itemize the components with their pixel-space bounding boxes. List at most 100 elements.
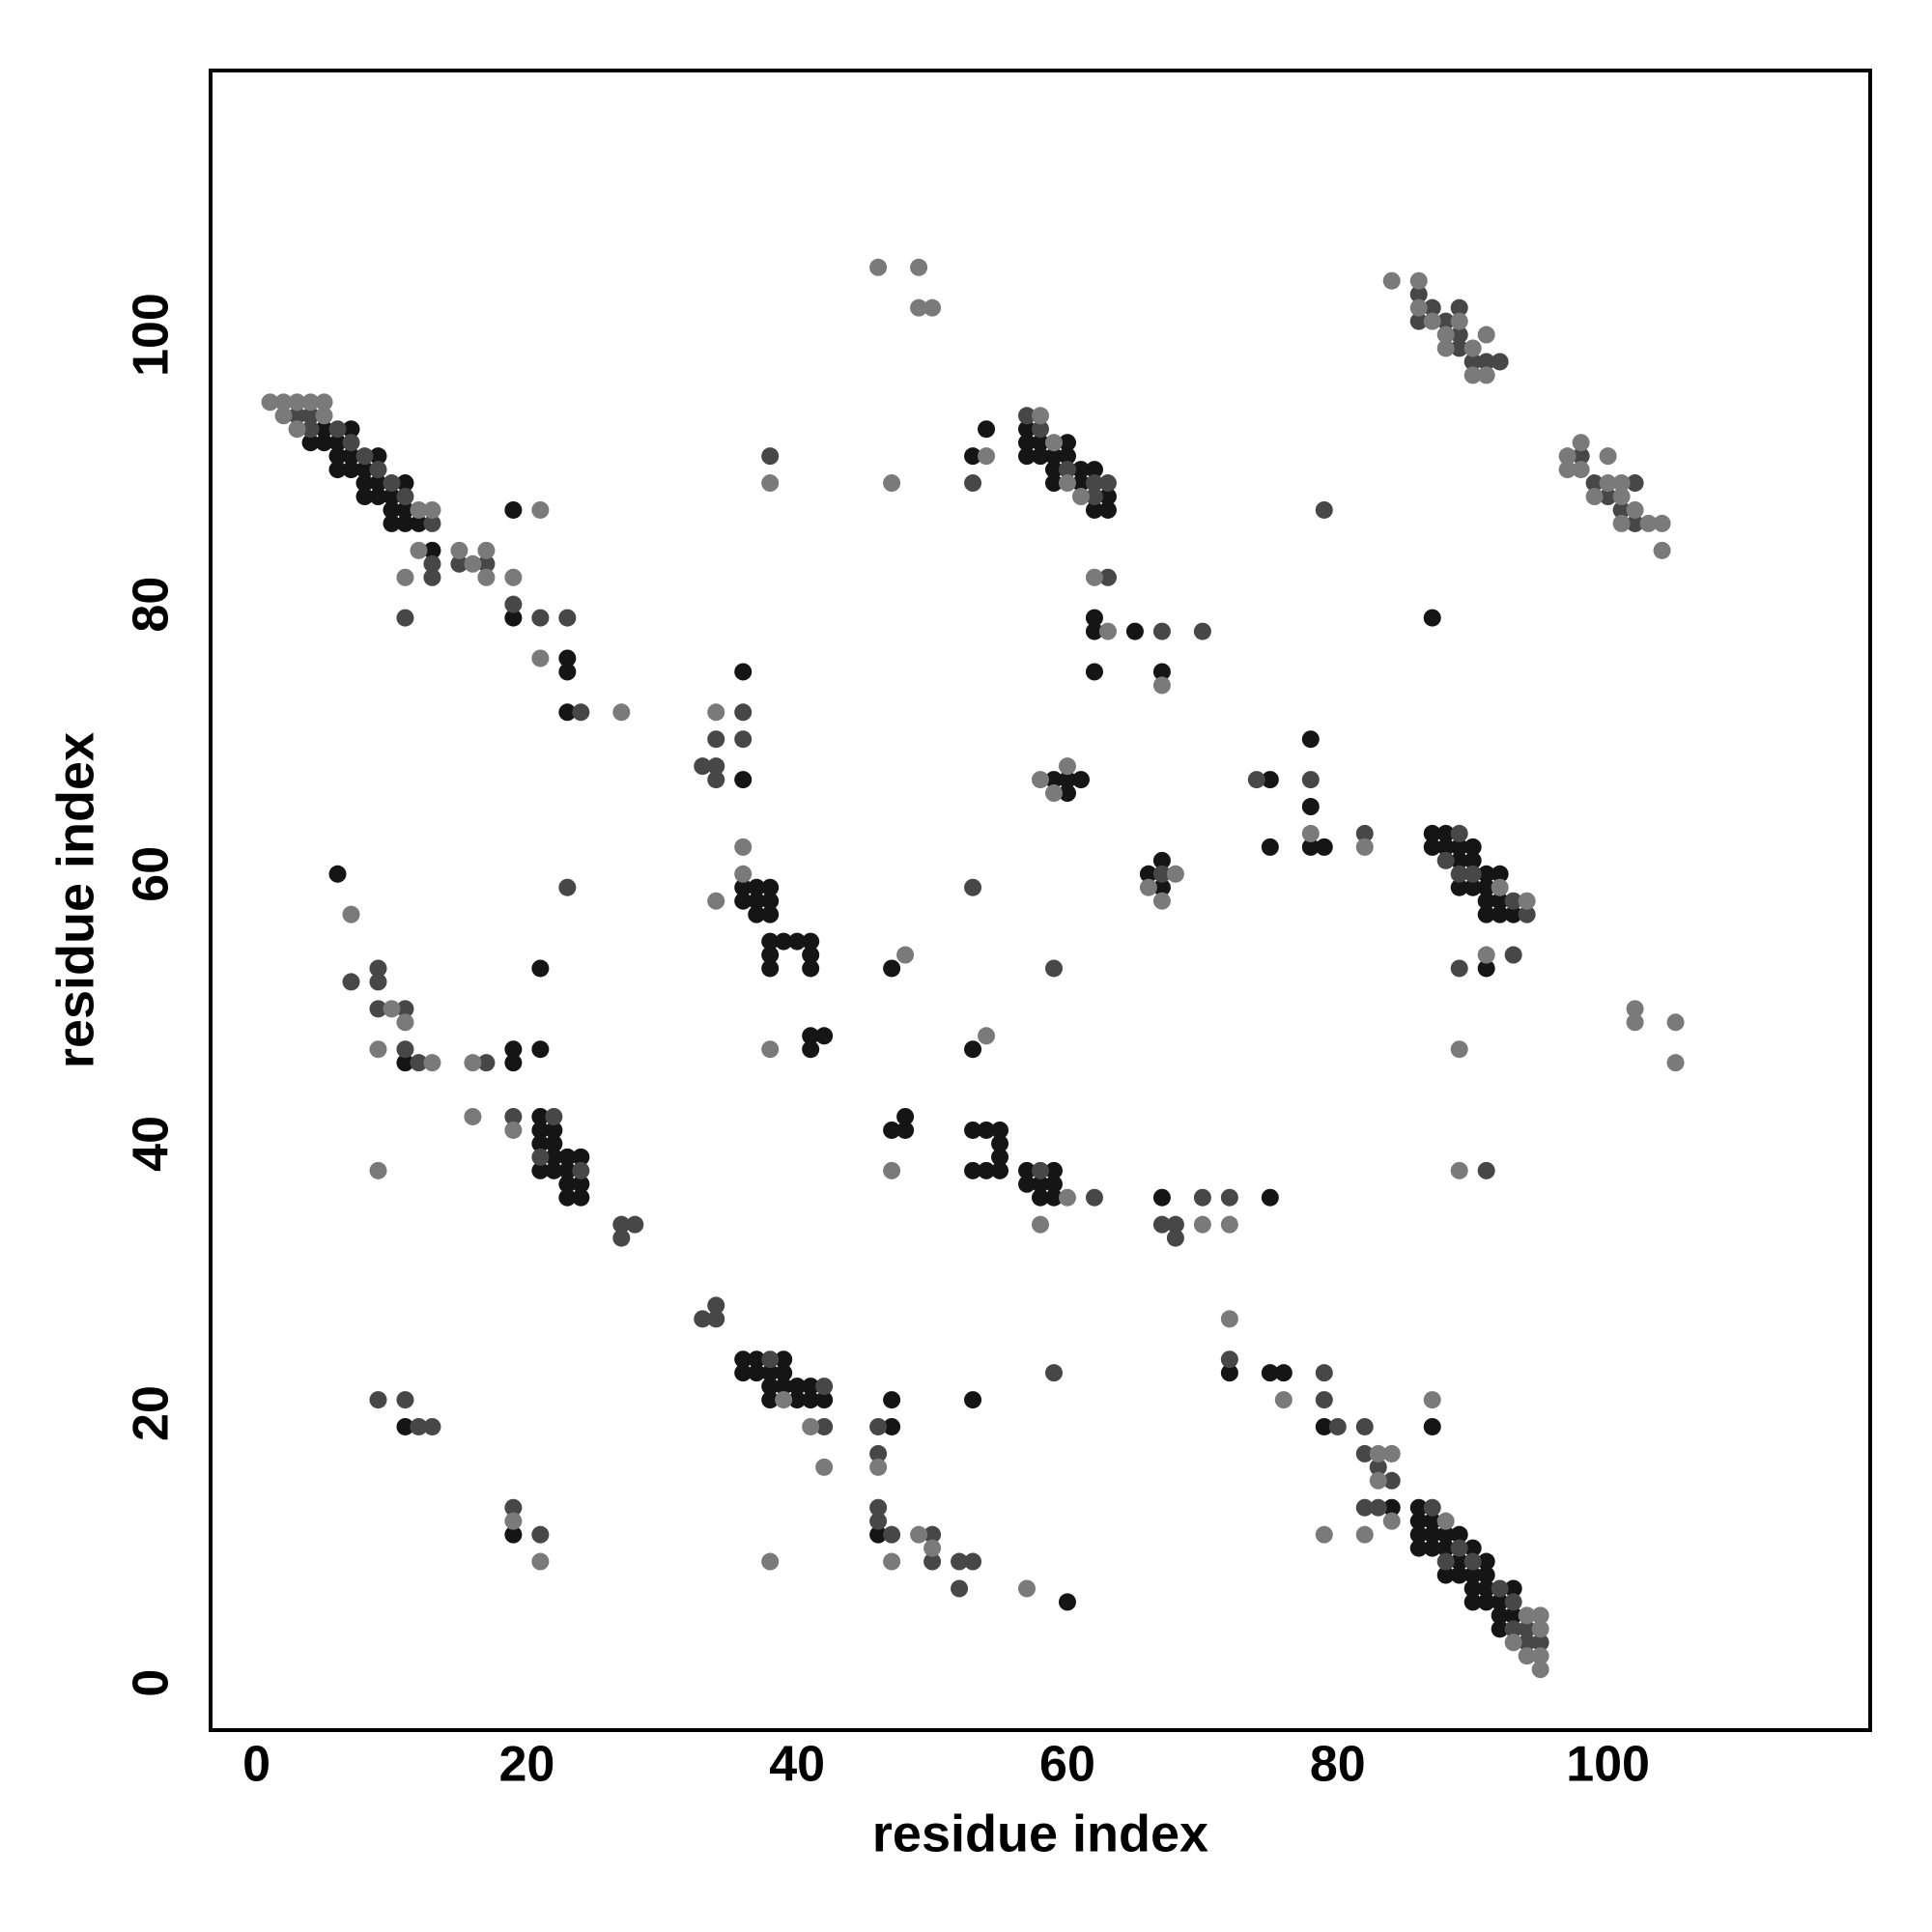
point — [1477, 1593, 1495, 1611]
point — [1274, 1364, 1293, 1382]
point — [1423, 1525, 1441, 1544]
point — [1382, 1512, 1401, 1530]
point — [504, 1121, 523, 1139]
point — [1220, 1188, 1238, 1207]
point — [1504, 1634, 1522, 1652]
point — [1085, 609, 1103, 627]
point — [883, 1121, 901, 1139]
point — [1152, 1188, 1171, 1207]
point — [1463, 878, 1482, 896]
point — [1531, 1647, 1549, 1665]
point — [1504, 892, 1522, 910]
point — [1477, 1566, 1495, 1584]
point — [1018, 1161, 1037, 1179]
point — [1477, 959, 1495, 978]
point — [910, 258, 928, 276]
point — [1315, 500, 1333, 519]
point — [1409, 1525, 1428, 1544]
point — [761, 1378, 780, 1396]
point — [1058, 461, 1076, 479]
x-tick-label: 100 — [1566, 1737, 1650, 1793]
point — [1355, 824, 1374, 842]
point — [1585, 474, 1604, 493]
point — [1463, 1552, 1482, 1571]
point — [355, 447, 374, 466]
point — [1450, 298, 1468, 317]
point — [1491, 892, 1509, 910]
point — [612, 1215, 631, 1234]
point — [612, 703, 631, 722]
point — [1018, 420, 1037, 439]
point — [315, 420, 333, 439]
point — [1463, 1539, 1482, 1557]
point — [1044, 1188, 1063, 1207]
point — [1450, 878, 1468, 896]
point — [1639, 514, 1658, 532]
point — [923, 1552, 942, 1571]
point — [626, 1215, 644, 1234]
point — [1436, 838, 1455, 856]
point — [1044, 771, 1063, 789]
point — [1382, 1471, 1401, 1490]
point — [815, 1378, 834, 1396]
point — [802, 932, 820, 951]
point — [1044, 461, 1063, 479]
point — [1409, 1498, 1428, 1517]
point — [964, 878, 982, 896]
point — [788, 1378, 807, 1396]
y-tick-label: 40 — [124, 1116, 180, 1172]
point — [504, 1054, 523, 1072]
point — [423, 1417, 441, 1435]
point — [761, 1040, 780, 1059]
x-axis-label: residue index — [872, 1804, 1208, 1862]
point — [274, 407, 293, 425]
point — [504, 1525, 523, 1544]
point — [734, 1364, 753, 1382]
point — [1018, 407, 1037, 425]
point — [1436, 1512, 1455, 1530]
point — [1491, 905, 1509, 923]
point — [1261, 1188, 1279, 1207]
point — [910, 298, 928, 317]
point — [734, 1350, 753, 1369]
point — [1666, 1013, 1685, 1032]
point — [1653, 514, 1671, 532]
point — [978, 1161, 996, 1179]
point — [423, 514, 441, 532]
point — [1558, 461, 1577, 479]
point — [1315, 1391, 1333, 1409]
point — [1423, 1498, 1441, 1517]
point — [707, 1296, 725, 1315]
point — [1491, 353, 1509, 371]
point — [761, 946, 780, 964]
point — [531, 1107, 550, 1125]
point — [1504, 1579, 1522, 1598]
point — [396, 474, 414, 493]
point — [531, 1121, 550, 1139]
point — [1220, 1310, 1238, 1328]
point — [369, 1161, 387, 1179]
point — [355, 474, 374, 493]
point — [923, 1525, 942, 1544]
point — [788, 1391, 807, 1409]
point — [1369, 1498, 1387, 1517]
point — [464, 1054, 482, 1072]
point — [1477, 1552, 1495, 1571]
point — [355, 461, 374, 479]
point — [869, 1417, 888, 1435]
point — [396, 568, 414, 586]
point — [1477, 892, 1495, 910]
point — [1315, 1364, 1333, 1382]
point — [802, 959, 820, 978]
point — [1504, 905, 1522, 923]
point — [261, 393, 279, 412]
point — [504, 500, 523, 519]
point — [1409, 1539, 1428, 1557]
point — [1477, 946, 1495, 964]
point — [1626, 514, 1644, 532]
point — [1572, 447, 1590, 466]
point — [1450, 1040, 1468, 1059]
point — [869, 1498, 888, 1517]
point — [477, 541, 496, 559]
point — [1032, 434, 1049, 452]
